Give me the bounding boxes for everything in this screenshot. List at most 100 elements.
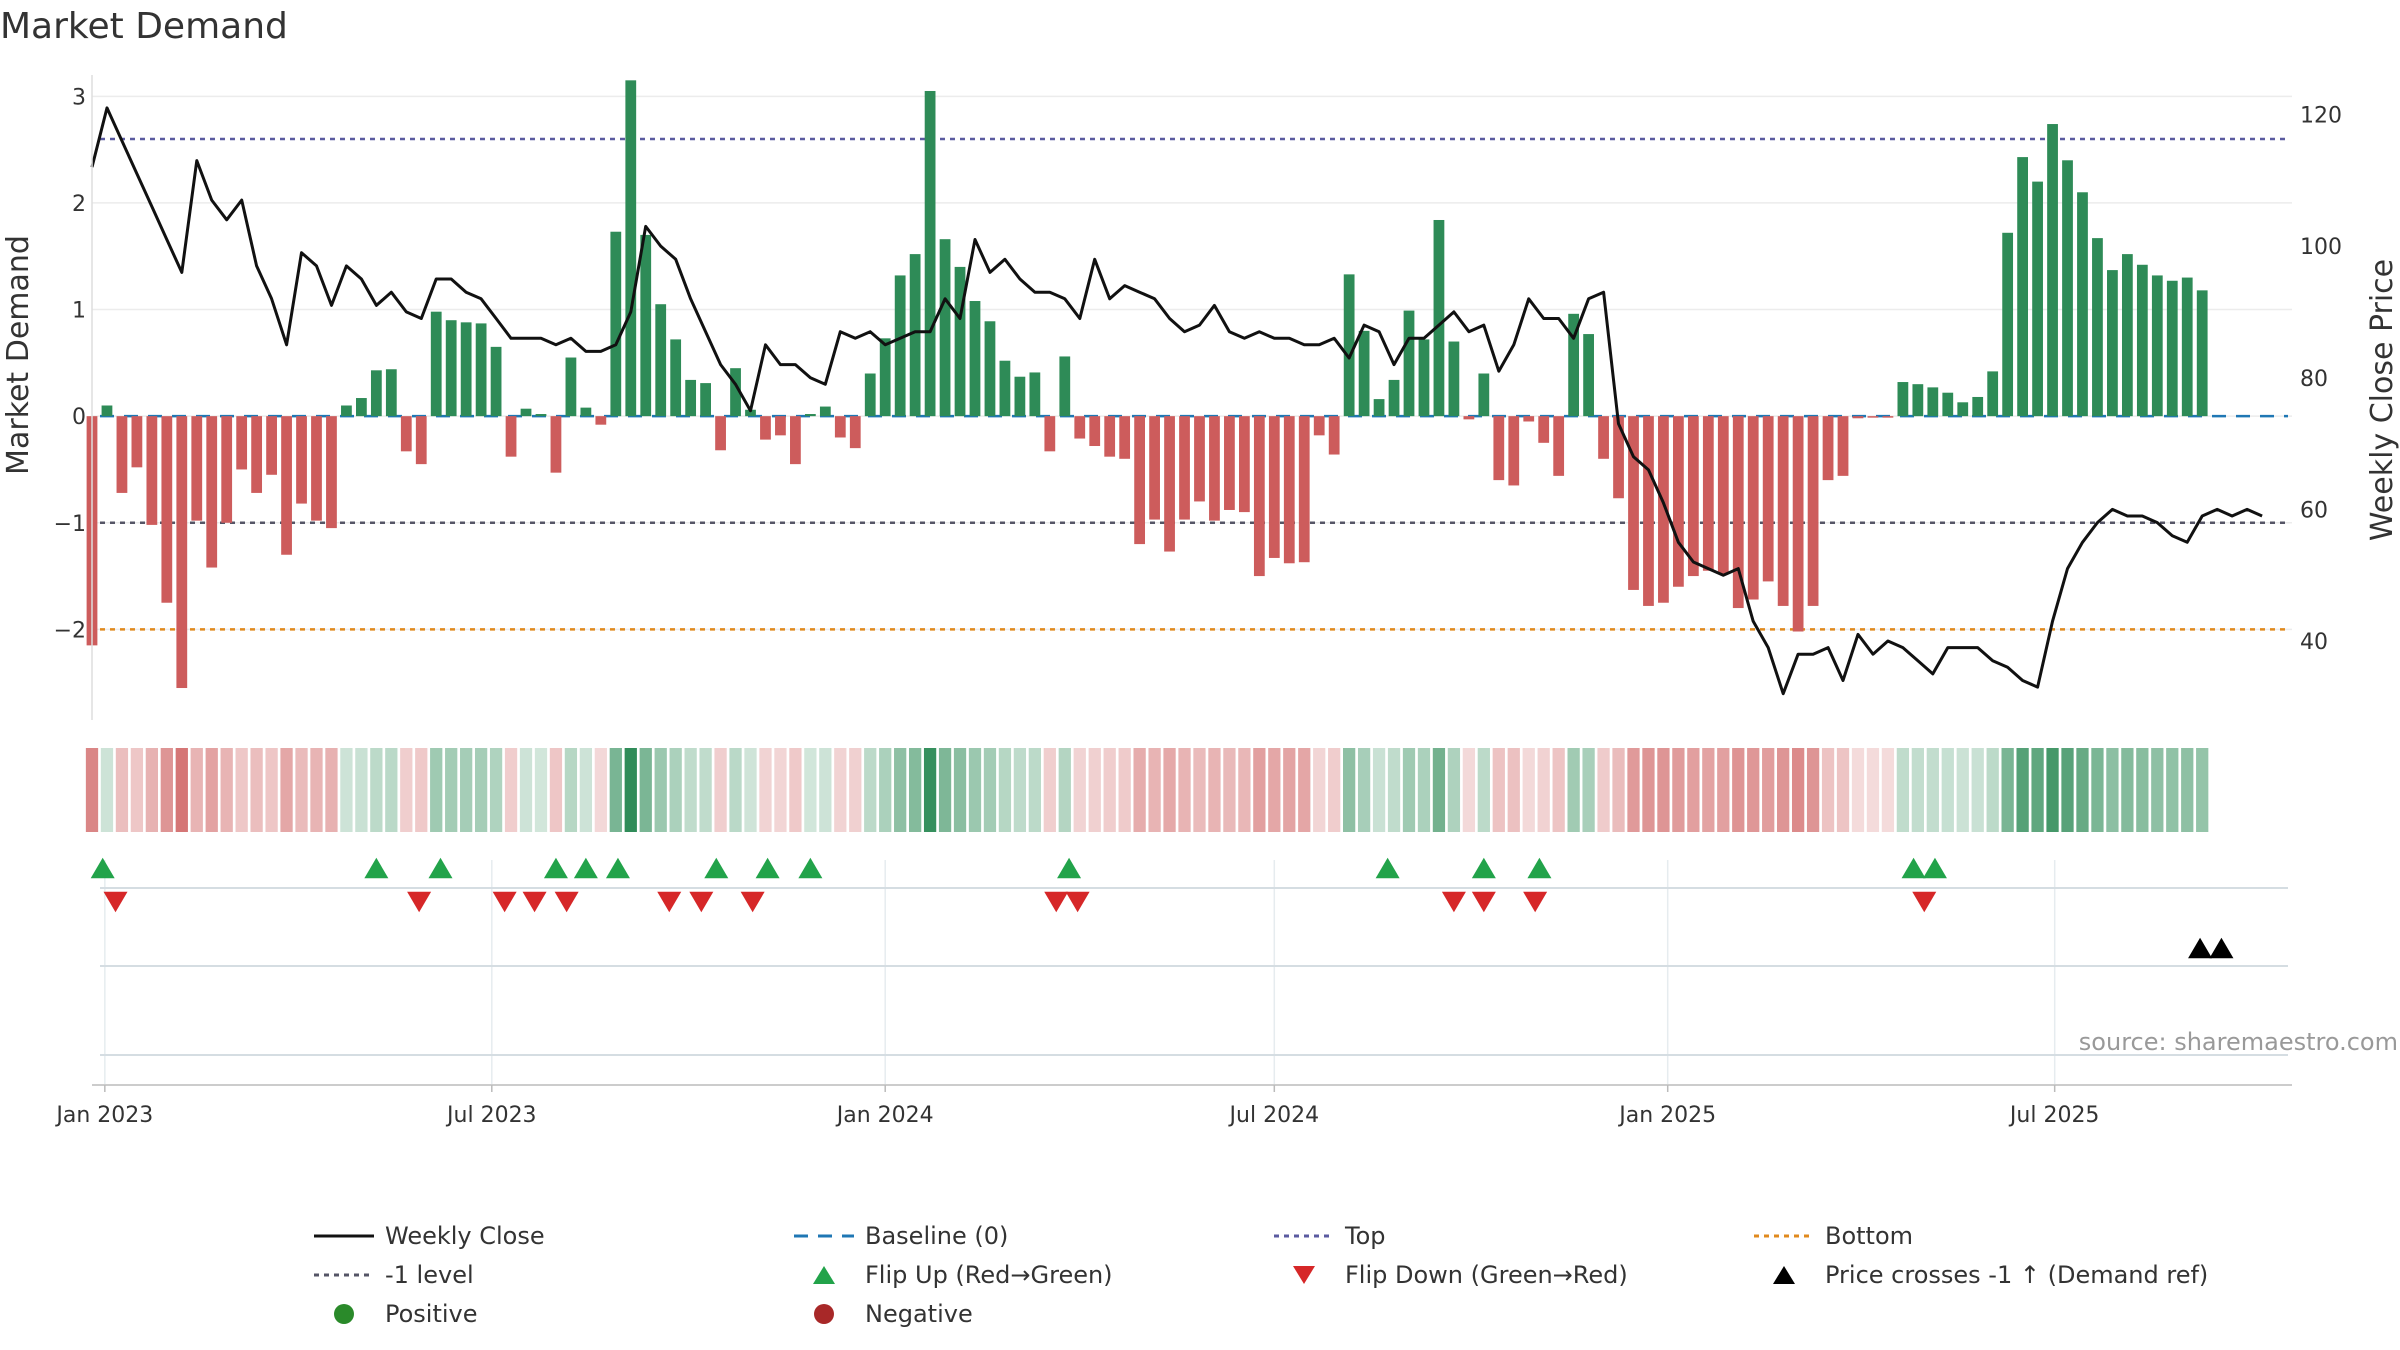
heat-cell — [1821, 748, 1835, 832]
heat-cell — [2151, 748, 2164, 832]
heat-cell — [534, 748, 548, 832]
demand-bar — [1942, 392, 1954, 417]
demand-bar — [1433, 219, 1445, 417]
y2-tick-label: 80 — [2300, 367, 2328, 392]
heat-cell — [1941, 748, 1954, 832]
demand-bar — [2196, 290, 2208, 417]
heat-cell — [2031, 748, 2044, 832]
heat-cell — [1343, 748, 1356, 832]
demand-bar — [326, 416, 337, 529]
reference-lines — [100, 137, 2288, 631]
demand-bar — [1313, 416, 1325, 436]
axes-layer: 3 2 1 0 −1 −2 120 100 80 60 40 Jan 2023 Jul 2023 Jan … — [54, 75, 2342, 1128]
heat-cell — [385, 748, 398, 832]
demand-bar — [804, 414, 816, 417]
demand-bar — [1343, 274, 1355, 417]
chart-title: Market Demand — [0, 6, 288, 47]
heat-cell — [1223, 748, 1236, 832]
legend-swatch — [1293, 1266, 1315, 1284]
heat-cell — [1836, 748, 1850, 832]
heat-cell — [1612, 748, 1625, 832]
heat-cell — [295, 748, 308, 832]
heat-cell — [1522, 748, 1535, 832]
heat-cell — [415, 748, 428, 832]
demand-bar — [775, 416, 786, 436]
demand-bar — [236, 416, 248, 470]
demand-bar — [1164, 416, 1175, 552]
heat-cell — [819, 748, 832, 832]
demand-bar — [565, 357, 577, 417]
heat-cell — [130, 748, 144, 832]
heat-cell — [474, 748, 488, 832]
heat-cell — [1462, 748, 1476, 832]
y-tick-label: 0 — [72, 405, 86, 430]
flip-down-marker — [103, 891, 128, 913]
demand-bar — [1792, 416, 1804, 632]
heat-cell — [1357, 748, 1371, 832]
flip-down-marker — [1065, 891, 1090, 913]
demand-bar — [430, 311, 442, 417]
heat-cell — [804, 748, 817, 832]
grid-layer — [92, 95, 2292, 1085]
demand-bar — [460, 322, 472, 417]
heat-cell — [1208, 748, 1221, 832]
heat-cell — [489, 748, 503, 832]
demand-bar — [1149, 416, 1160, 520]
demand-bar — [984, 321, 996, 417]
flip-up-marker — [605, 857, 630, 879]
source-note: source: sharemaestro.com — [2079, 1028, 2398, 1056]
demand-bar — [2107, 270, 2118, 417]
heat-cell — [1402, 748, 1416, 832]
heat-cell — [1896, 748, 1910, 832]
demand-bar — [790, 416, 801, 465]
demand-bar — [385, 369, 397, 417]
demand-bar — [281, 416, 292, 555]
demand-bar — [1044, 416, 1056, 452]
flip-up-marker — [1471, 857, 1496, 879]
heat-cell — [2091, 748, 2104, 832]
demand-bar — [1508, 416, 1520, 486]
legend-label: Baseline (0) — [865, 1222, 1008, 1250]
heat-cell — [2196, 748, 2209, 832]
flip-down-marker — [522, 891, 547, 913]
demand-bar — [2002, 232, 2014, 417]
heat-cell — [265, 748, 278, 832]
y-tick-label: 1 — [72, 299, 86, 324]
flip-up-marker — [1375, 857, 1400, 879]
demand-bar — [2121, 254, 2133, 417]
demand-bar — [1957, 402, 1969, 417]
legend-label: Price crosses -1 ↑ (Demand ref) — [1825, 1261, 2208, 1289]
heat-cell — [669, 748, 682, 832]
demand-heat-strip — [85, 748, 2209, 832]
heat-cell — [1702, 748, 1715, 832]
flip-down-marker — [740, 891, 765, 913]
heat-cell — [1253, 748, 1266, 832]
demand-bar — [1358, 330, 1370, 417]
heat-cell — [1118, 748, 1131, 832]
demand-bar — [1523, 416, 1535, 422]
demand-bar — [1837, 416, 1849, 476]
heat-cell — [1672, 748, 1685, 832]
heat-cell — [100, 748, 114, 832]
heat-cell — [2181, 748, 2194, 832]
demand-bar — [1463, 416, 1475, 420]
demand-bar — [1119, 416, 1131, 459]
demand-bar — [894, 275, 906, 417]
heat-cell — [1178, 748, 1191, 832]
demand-bar — [1194, 416, 1205, 502]
flip-up-marker — [573, 857, 598, 879]
demand-bar — [400, 416, 412, 452]
heat-cell — [1492, 748, 1505, 832]
demand-bar — [1702, 416, 1714, 571]
y-tick-label: 3 — [72, 85, 86, 110]
demand-bar — [490, 346, 502, 417]
demand-bar — [1687, 416, 1699, 577]
demand-bar — [176, 416, 188, 689]
demand-bar — [1613, 416, 1624, 499]
heat-cell — [1956, 748, 1969, 832]
demand-bar — [1822, 416, 1834, 481]
flip-up-marker — [1057, 857, 1082, 879]
heat-cell — [2166, 748, 2179, 832]
heat-cell — [1971, 748, 1984, 832]
